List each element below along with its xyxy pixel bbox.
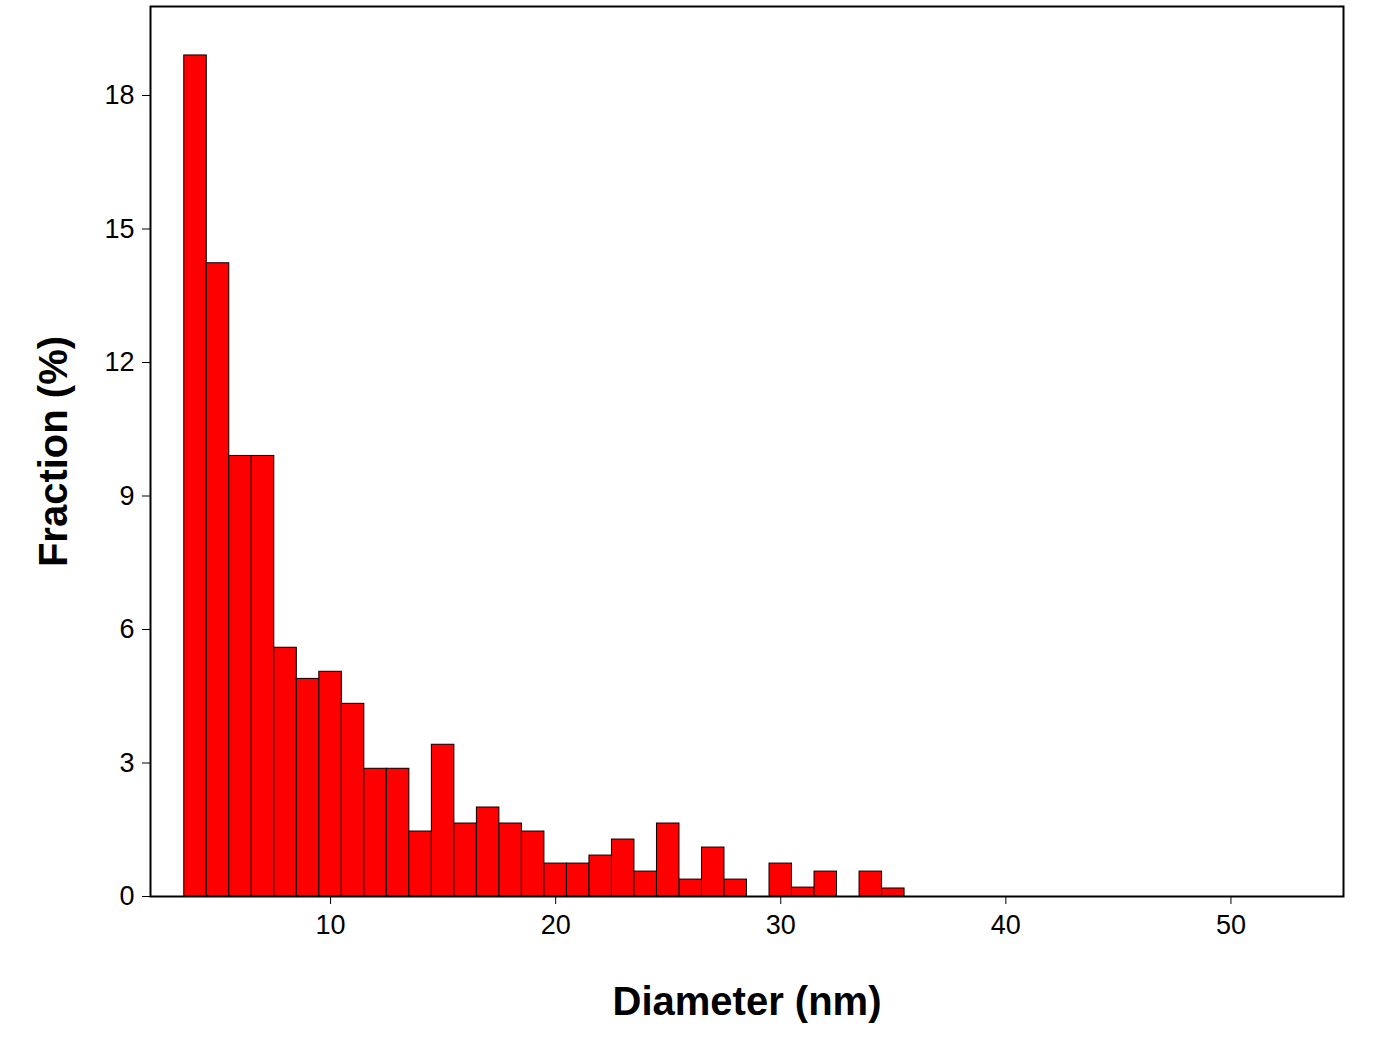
svg-text:20: 20 — [541, 910, 571, 940]
svg-text:10: 10 — [316, 910, 346, 940]
svg-text:12: 12 — [104, 347, 134, 377]
svg-text:0: 0 — [119, 881, 134, 911]
svg-text:15: 15 — [104, 214, 134, 244]
svg-text:Fraction (%): Fraction (%) — [31, 336, 75, 567]
svg-text:9: 9 — [119, 481, 134, 511]
svg-text:3: 3 — [119, 748, 134, 778]
svg-text:50: 50 — [1216, 910, 1246, 940]
svg-text:18: 18 — [104, 80, 134, 110]
svg-text:Diameter (nm): Diameter (nm) — [613, 979, 882, 1023]
svg-text:6: 6 — [119, 614, 134, 644]
svg-text:40: 40 — [991, 910, 1021, 940]
svg-text:30: 30 — [766, 910, 796, 940]
